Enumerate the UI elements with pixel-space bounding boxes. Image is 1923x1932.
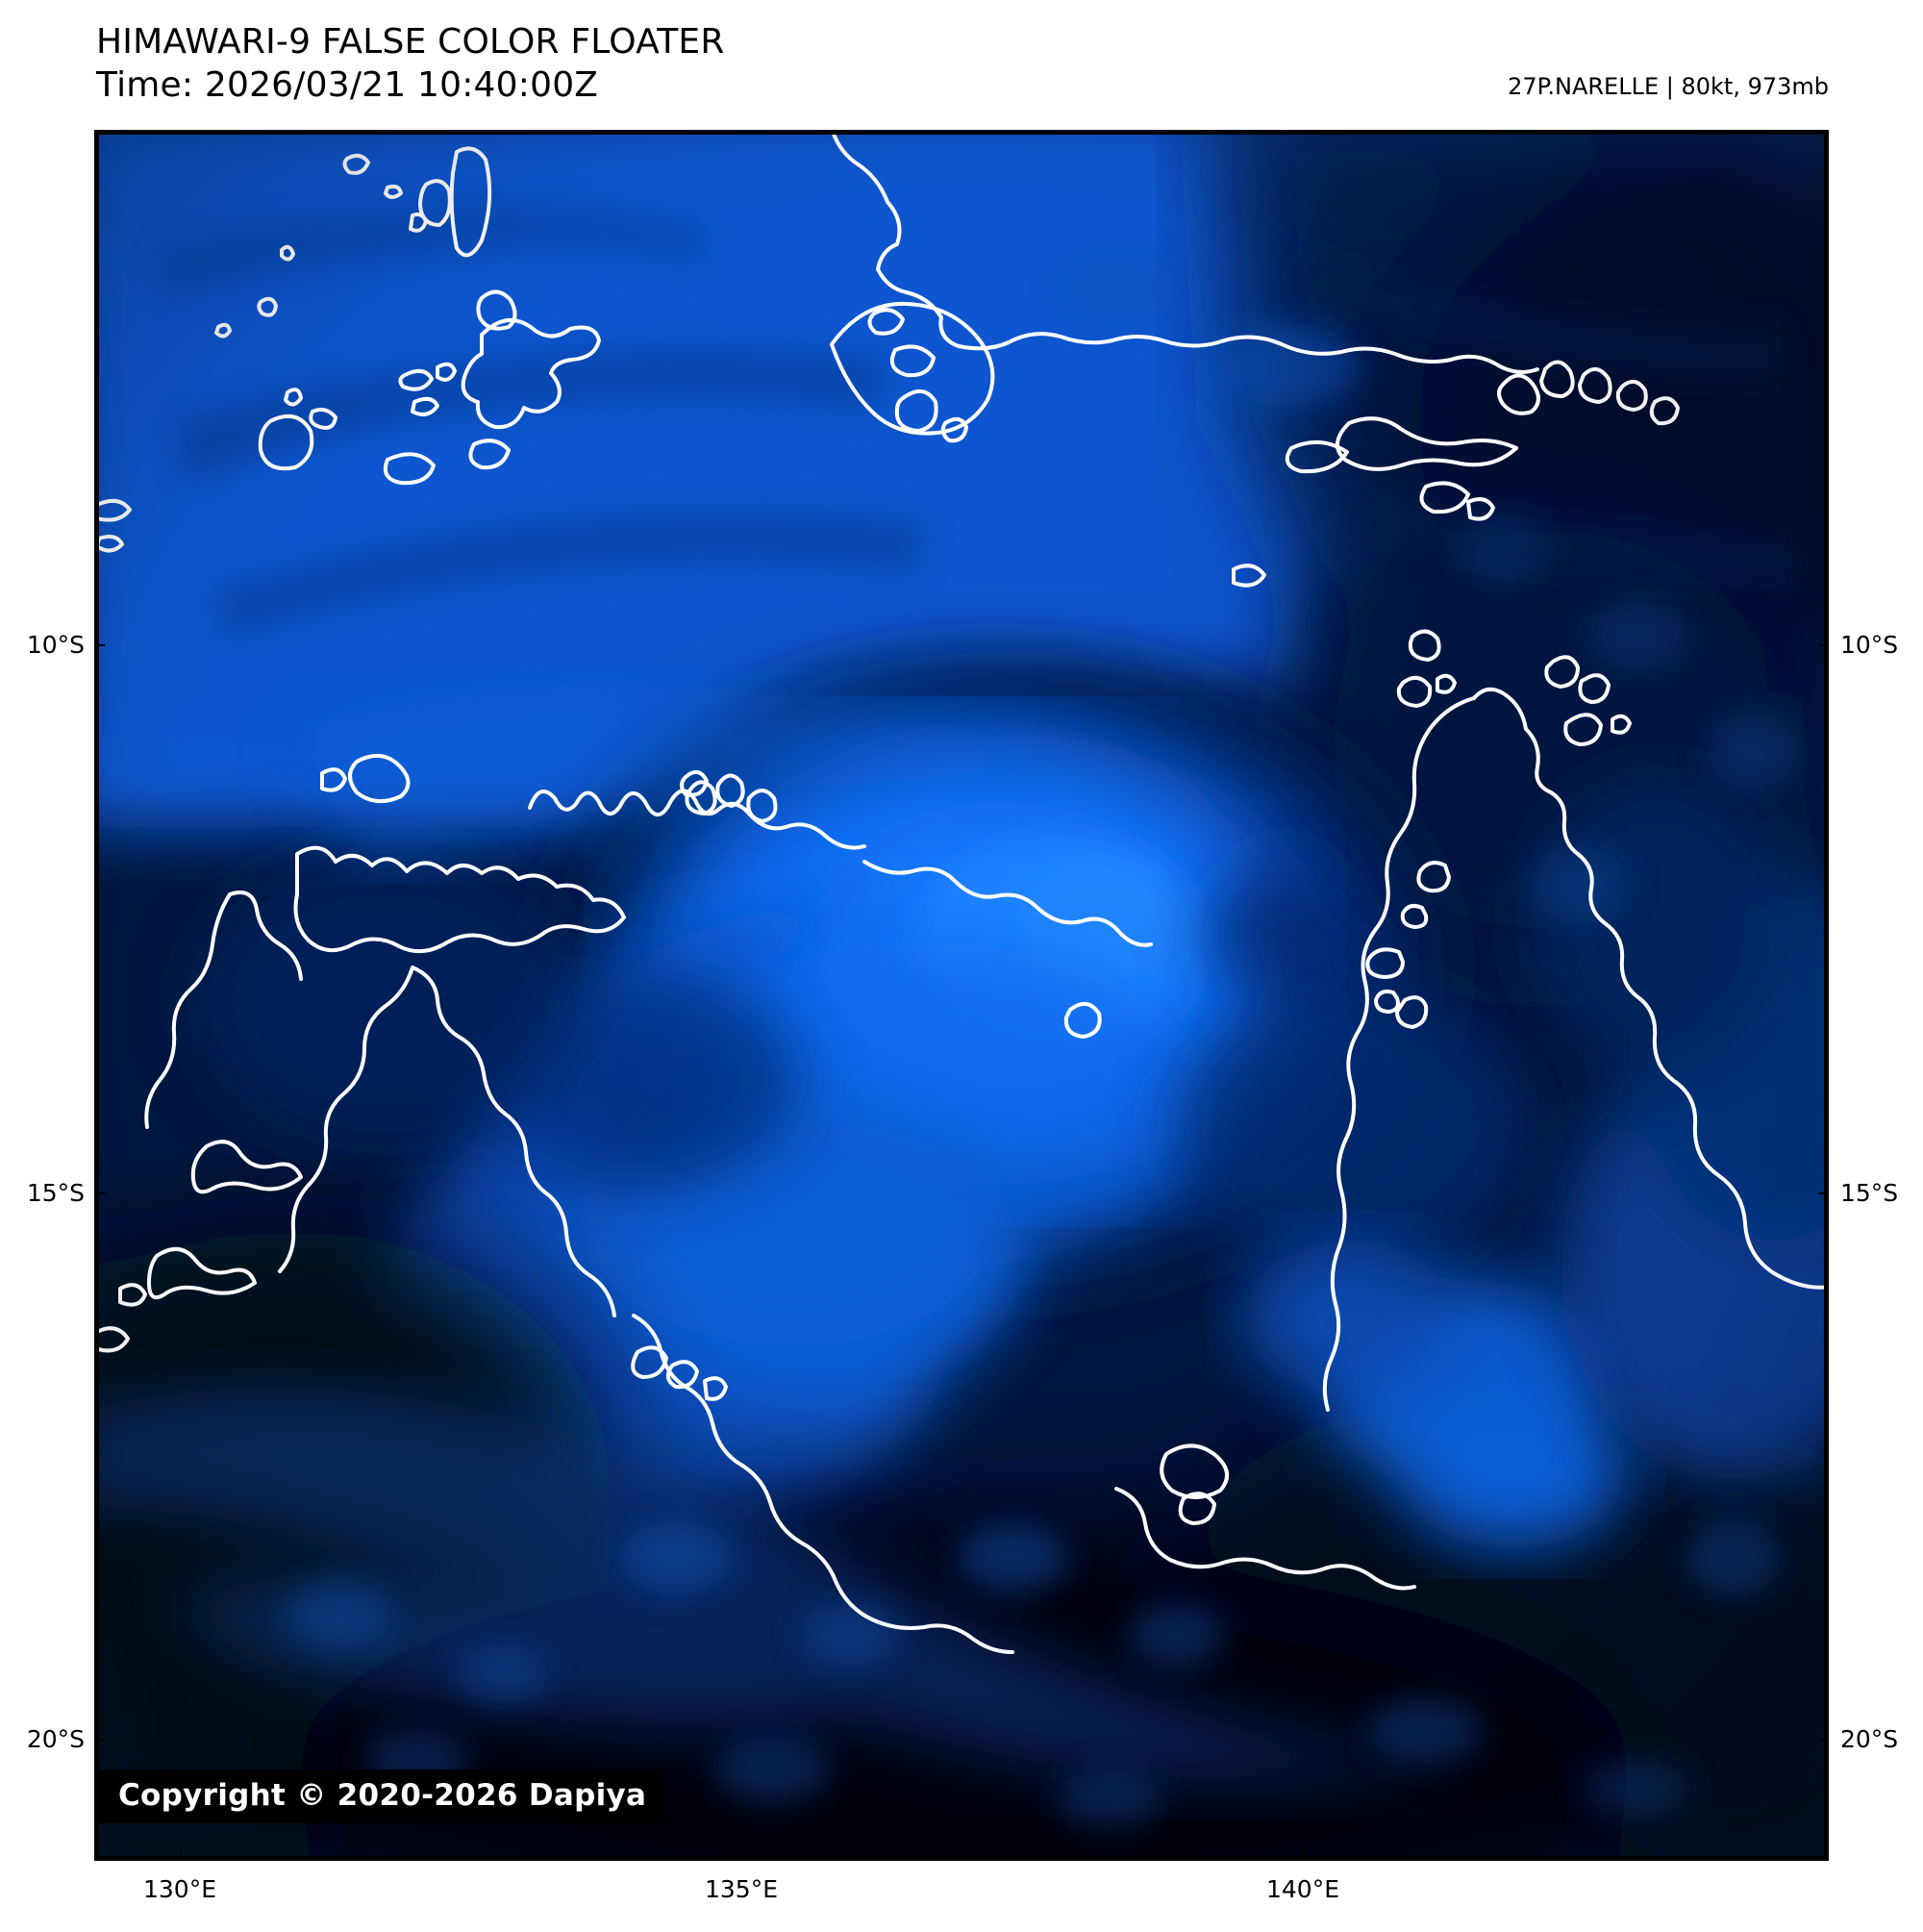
tick-lat-15s-right bbox=[1818, 1192, 1829, 1194]
tick-lon-135e bbox=[741, 1850, 743, 1861]
axis-label-lon-130e: 130°E bbox=[142, 1875, 217, 1903]
axis-label-lat-15s-left: 15°S bbox=[26, 1179, 85, 1207]
copyright-watermark: Copyright © 2020-2026 Dapiya bbox=[99, 1769, 664, 1823]
tick-lat-20s-left bbox=[94, 1739, 105, 1741]
tick-lat-10s-left bbox=[94, 644, 105, 646]
title-block: HIMAWARI-9 FALSE COLOR FLOATER Time: 202… bbox=[96, 21, 725, 108]
timestamp-label: Time: 2026/03/21 10:40:00Z bbox=[96, 65, 599, 105]
axis-label-lon-140e: 140°E bbox=[1265, 1875, 1340, 1903]
tick-lon-130e bbox=[180, 1850, 182, 1861]
vignette bbox=[99, 135, 1824, 1856]
tick-lat-10s-right bbox=[1818, 644, 1829, 646]
axis-label-lat-20s-right: 20°S bbox=[1840, 1725, 1899, 1753]
storm-info-label: 27P.NARELLE | 80kt, 973mb bbox=[1508, 73, 1829, 100]
satellite-image-frame[interactable]: Copyright © 2020-2026 Dapiya bbox=[94, 130, 1829, 1861]
axis-label-lon-135e: 135°E bbox=[704, 1875, 779, 1903]
header: HIMAWARI-9 FALSE COLOR FLOATER Time: 202… bbox=[0, 0, 1923, 130]
satellite-imagery bbox=[99, 135, 1824, 1856]
tick-lat-15s-left bbox=[94, 1192, 105, 1194]
axis-label-lat-20s-left: 20°S bbox=[26, 1725, 85, 1753]
tick-lon-140e bbox=[1303, 1850, 1305, 1861]
page-title: HIMAWARI-9 FALSE COLOR FLOATER bbox=[96, 22, 725, 62]
axis-label-lat-10s-right: 10°S bbox=[1840, 631, 1899, 659]
axis-label-lat-15s-right: 15°S bbox=[1840, 1179, 1899, 1207]
tick-lat-20s-right bbox=[1818, 1739, 1829, 1741]
axis-label-lat-10s-left: 10°S bbox=[26, 631, 85, 659]
